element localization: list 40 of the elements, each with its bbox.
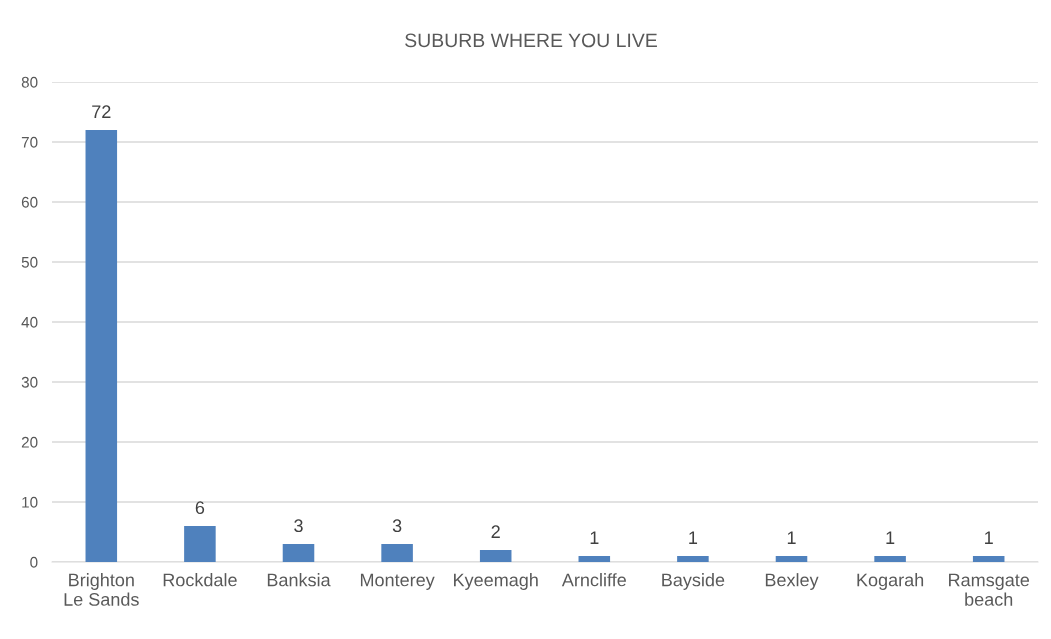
- data-label: 72: [92, 105, 111, 118]
- bar: [972, 556, 1005, 562]
- x-tick-label: Rockdale: [163, 573, 237, 587]
- y-tick-label: 40: [21, 316, 38, 328]
- bar: [381, 544, 413, 562]
- bar: [677, 556, 709, 562]
- x-tick-label: Brighton Le Sands: [64, 573, 139, 606]
- bar: [282, 544, 315, 562]
- data-label: 1: [787, 531, 796, 544]
- x-tick-label: Arncliffe: [561, 573, 626, 587]
- y-tick-label: 70: [21, 136, 38, 148]
- bar: [85, 130, 118, 562]
- data-label: 3: [294, 519, 303, 533]
- bar: [874, 556, 906, 562]
- data-label: 1: [689, 531, 698, 544]
- data-label: 6: [195, 501, 205, 515]
- bar: [775, 556, 808, 562]
- x-tick-label: Banksia: [267, 573, 331, 587]
- y-tick-label: 10: [22, 496, 38, 508]
- chart-title: SUBURB WHERE YOU LIVE: [405, 33, 657, 48]
- x-tick-label: Kogarah: [857, 573, 924, 590]
- data-label: 1: [886, 531, 895, 544]
- x-tick-label: Ramsgate beach: [949, 573, 1030, 606]
- y-tick-label: 30: [21, 376, 38, 388]
- x-tick-label: Monterey: [360, 573, 435, 590]
- x-tick-label: Bexley: [765, 573, 819, 590]
- data-label: 1: [985, 531, 993, 544]
- data-label: 2: [491, 525, 500, 538]
- x-tick-label: Bayside: [662, 573, 725, 590]
- y-tick-label: 60: [21, 196, 38, 208]
- y-tick-label: 20: [21, 436, 38, 448]
- y-tick-label: 0: [30, 556, 38, 568]
- bar: [479, 550, 512, 562]
- x-tick-label: Kyeemagh: [454, 573, 538, 590]
- y-tick-label: 50: [21, 256, 38, 268]
- data-label: 3: [392, 519, 402, 533]
- data-label: 1: [590, 531, 599, 544]
- y-tick-label: 80: [21, 76, 38, 88]
- bar: [578, 556, 611, 562]
- bar: [184, 526, 216, 562]
